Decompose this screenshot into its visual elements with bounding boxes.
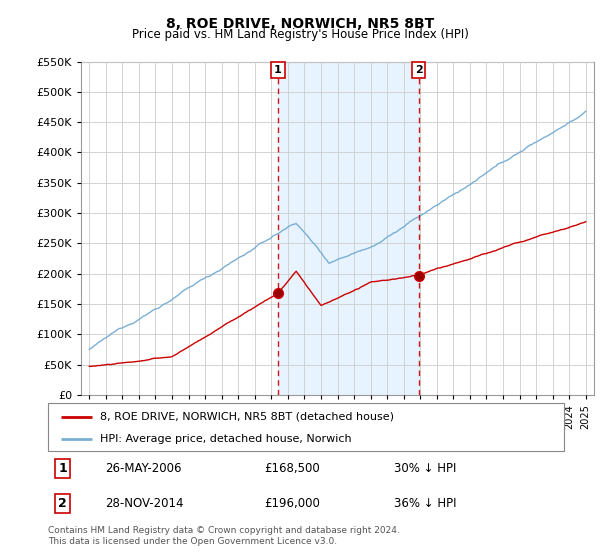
Text: 2: 2 (58, 497, 67, 510)
Text: £168,500: £168,500 (265, 462, 320, 475)
Text: 28-NOV-2014: 28-NOV-2014 (105, 497, 183, 510)
Text: 8, ROE DRIVE, NORWICH, NR5 8BT (detached house): 8, ROE DRIVE, NORWICH, NR5 8BT (detached… (100, 412, 394, 422)
Text: £196,000: £196,000 (265, 497, 320, 510)
Bar (278, 62, 419, 395)
Text: 2: 2 (415, 65, 422, 75)
Text: 1: 1 (274, 65, 282, 75)
Text: HPI: Average price, detached house, Norwich: HPI: Average price, detached house, Norw… (100, 434, 351, 444)
Text: 8, ROE DRIVE, NORWICH, NR5 8BT: 8, ROE DRIVE, NORWICH, NR5 8BT (166, 17, 434, 31)
Text: 1: 1 (58, 462, 67, 475)
Text: Contains HM Land Registry data © Crown copyright and database right 2024.
This d: Contains HM Land Registry data © Crown c… (48, 526, 400, 546)
Text: Price paid vs. HM Land Registry's House Price Index (HPI): Price paid vs. HM Land Registry's House … (131, 28, 469, 41)
Text: 36% ↓ HPI: 36% ↓ HPI (394, 497, 456, 510)
Text: 30% ↓ HPI: 30% ↓ HPI (394, 462, 456, 475)
Text: 26-MAY-2006: 26-MAY-2006 (105, 462, 181, 475)
